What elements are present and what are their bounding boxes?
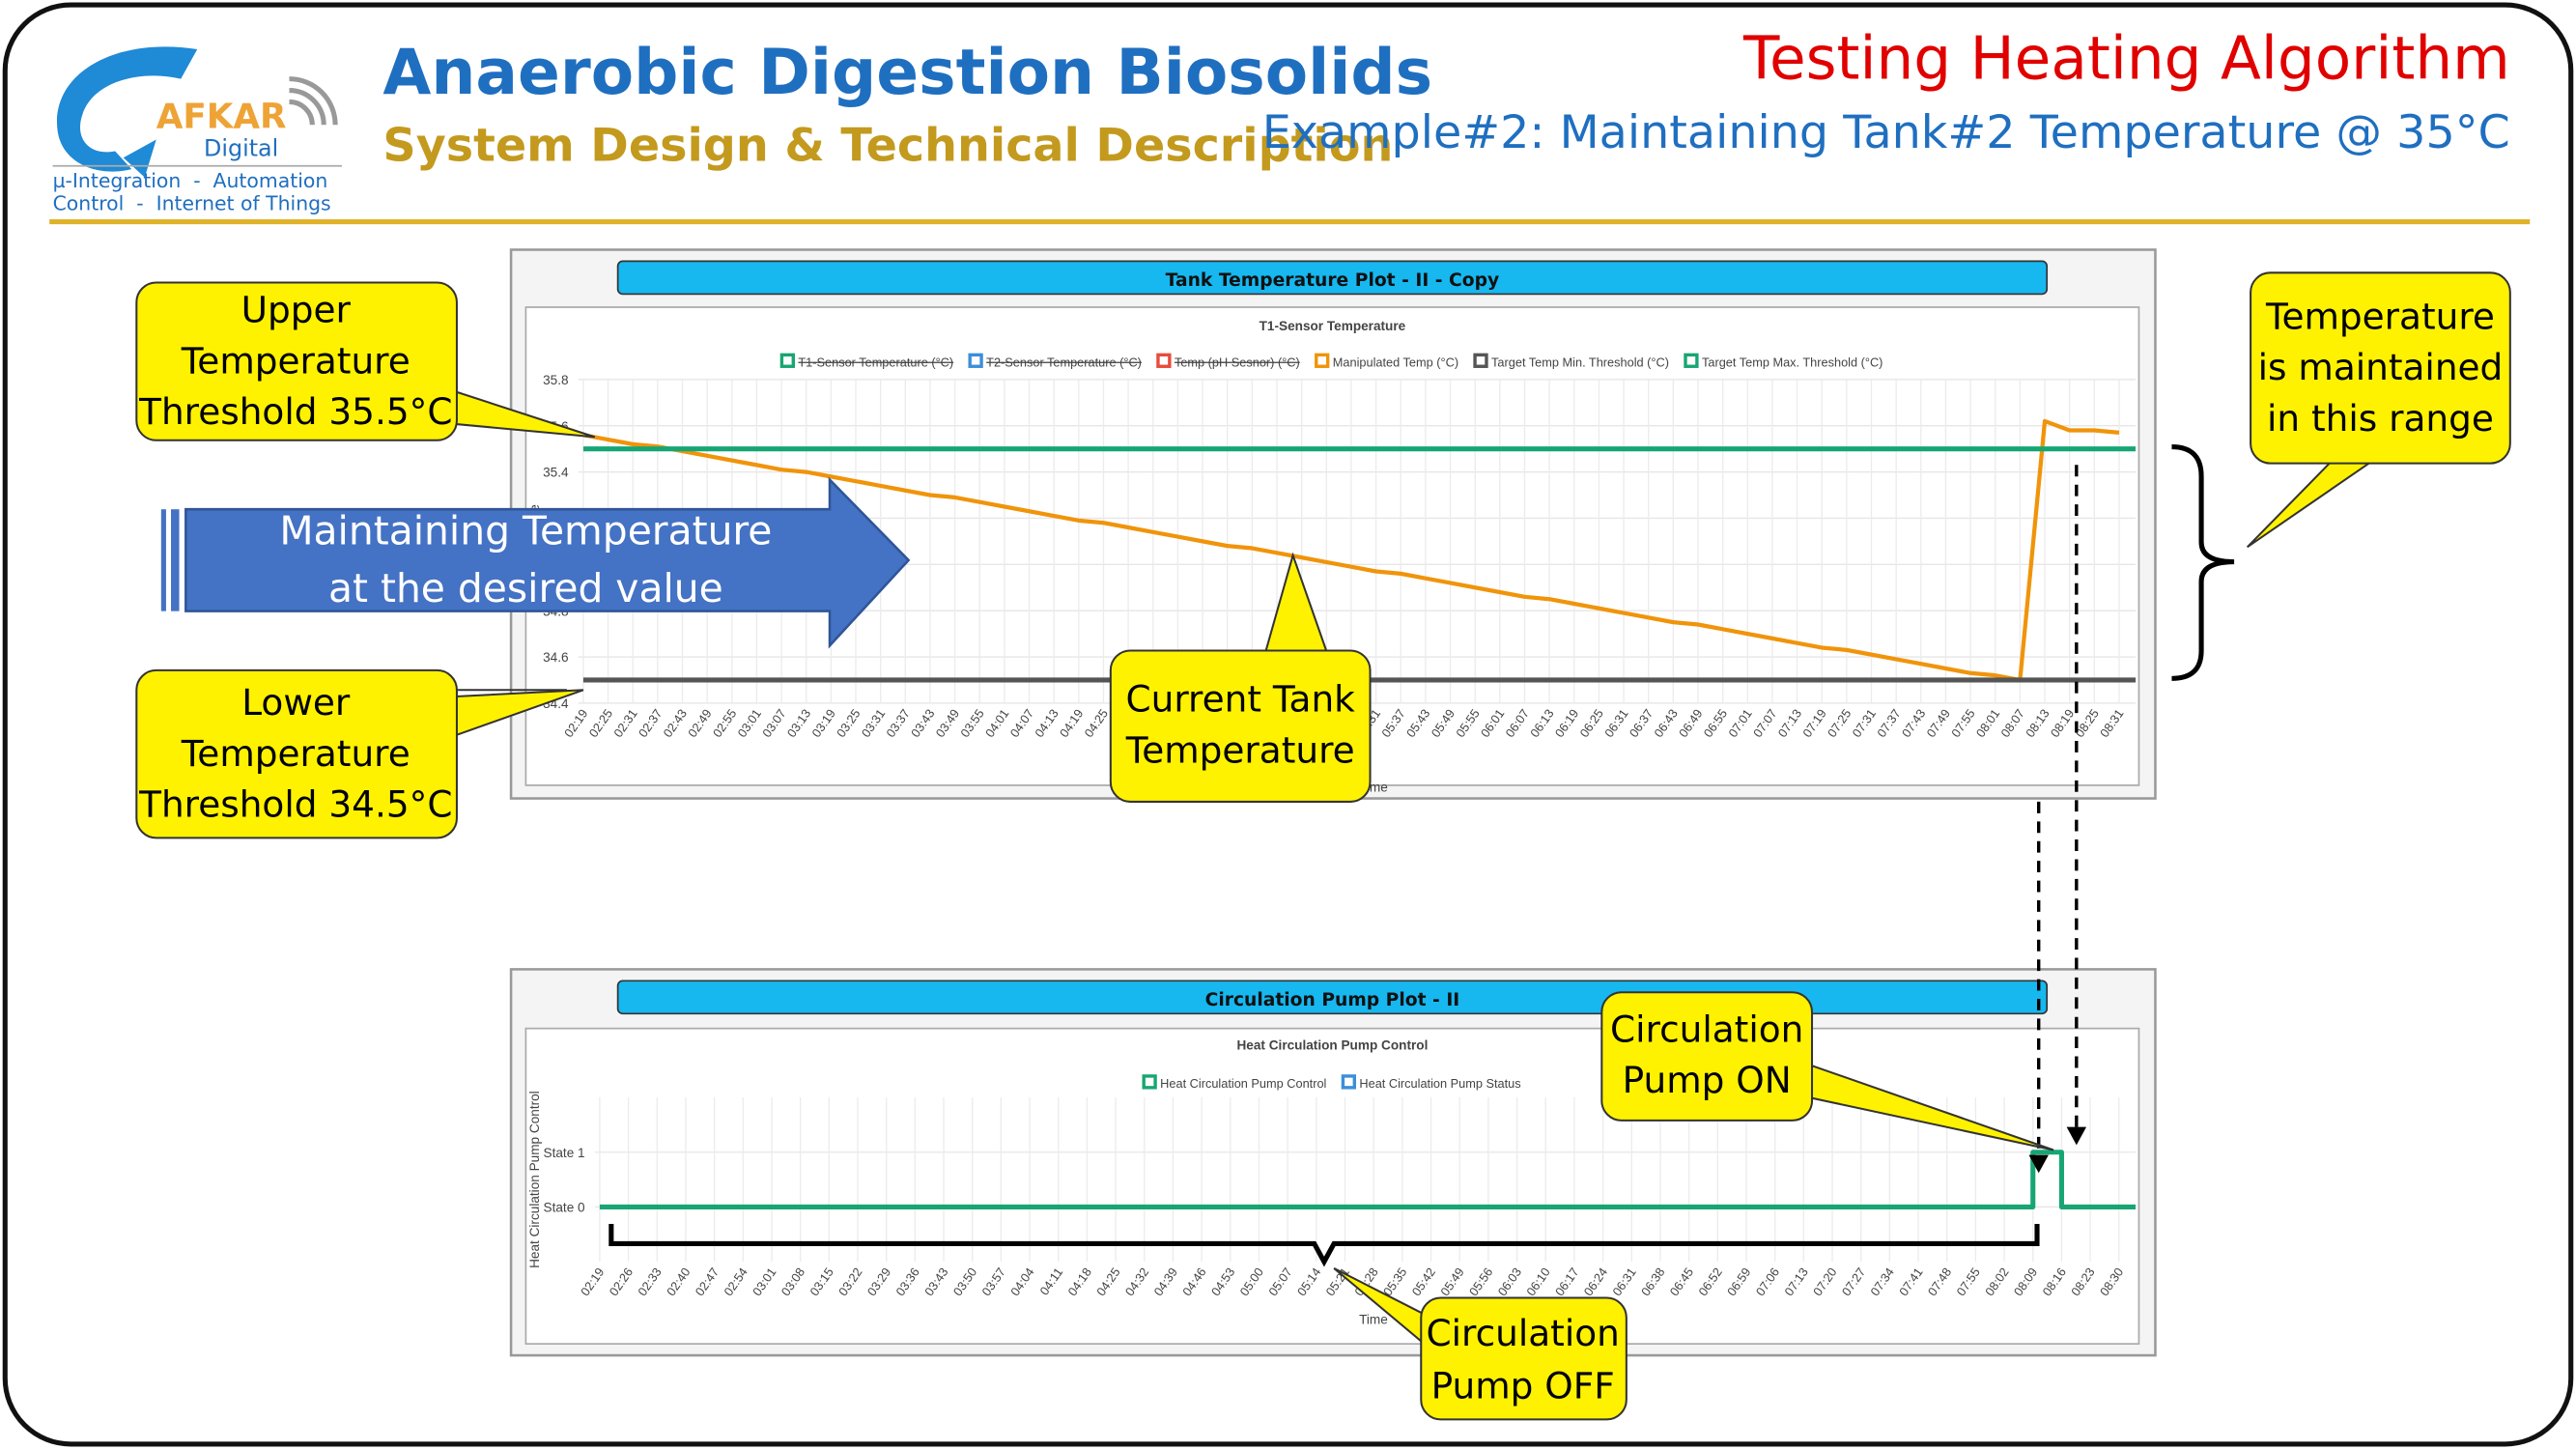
y-tick-label: 35.4 bbox=[543, 466, 569, 480]
legend-label: T1-Sensor Temperature (°C) bbox=[798, 355, 953, 369]
callout-text: Lower bbox=[241, 681, 351, 724]
series-line bbox=[599, 1150, 2137, 1209]
legend-swatch bbox=[779, 353, 795, 368]
callout-text: Current Tank bbox=[1126, 678, 1356, 721]
callout bbox=[1600, 991, 1814, 1122]
arrow-stripe bbox=[171, 509, 180, 611]
legend-swatch bbox=[1473, 353, 1488, 368]
y-axis-label: Heat Circulation Pump Control bbox=[527, 1091, 542, 1268]
panel-title: Tank Temperature Plot - II - Copy bbox=[1166, 270, 1500, 291]
arrow-head bbox=[2028, 1154, 2049, 1174]
annotations: Maintaining Temperature at the desired v… bbox=[135, 271, 2511, 1421]
chart-panel: Circulation Pump Plot - II bbox=[509, 968, 2157, 1357]
panel-title: Circulation Pump Plot - II bbox=[1205, 990, 1460, 1010]
callout-text: Circulation bbox=[1610, 1009, 1803, 1051]
callout-text: is maintained bbox=[2258, 346, 2504, 388]
callout-text: Temperature bbox=[2265, 295, 2495, 337]
logo-name: AFKAR bbox=[156, 98, 287, 137]
chart-title: T1-Sensor Temperature bbox=[1260, 319, 1406, 333]
logo-arrow bbox=[123, 139, 156, 178]
legend-swatch bbox=[1684, 353, 1699, 368]
callout-text: Temperature bbox=[181, 732, 410, 775]
y-tick-label: 35.8 bbox=[543, 373, 568, 387]
arrow-head bbox=[2066, 1126, 2087, 1146]
panel-title-bar bbox=[616, 260, 2049, 296]
legend-label: T2-Sensor Temperature (°C) bbox=[986, 355, 1142, 369]
arrow-text: Maintaining Temperature bbox=[279, 508, 772, 554]
callout bbox=[1420, 1296, 1628, 1421]
legend-swatch bbox=[1315, 353, 1330, 368]
legend-label: Heat Circulation Pump Status bbox=[1359, 1076, 1520, 1091]
example-title: Example#2: Maintaining Tank#2 Temperatur… bbox=[1262, 106, 2510, 159]
legend-swatch bbox=[1142, 1074, 1157, 1090]
callout-text: Pump ON bbox=[1623, 1059, 1792, 1101]
chart-frame bbox=[524, 1027, 2140, 1346]
callout-text: Circulation bbox=[1427, 1312, 1620, 1354]
callout bbox=[2250, 271, 2511, 465]
x-axis-label: Time bbox=[1359, 1313, 1388, 1327]
legend-label: Heat Circulation Pump Control bbox=[1160, 1076, 1326, 1091]
legend-swatch bbox=[1156, 353, 1172, 368]
callout-text: Temperature bbox=[181, 339, 410, 382]
logo-sub: Digital bbox=[204, 135, 278, 162]
series-line bbox=[582, 418, 2120, 683]
y-tick-label: 34.6 bbox=[543, 650, 568, 665]
callout-text: Temperature bbox=[1125, 728, 1355, 771]
callout-text: Upper bbox=[241, 289, 352, 331]
arrow-text: at the desired value bbox=[328, 565, 723, 611]
legend: Heat Circulation Pump Control Heat Circul… bbox=[1142, 1074, 1521, 1091]
callout-text: Threshold 35.5°C bbox=[138, 390, 452, 433]
logo-signal bbox=[289, 76, 338, 126]
callout-text: in this range bbox=[2267, 397, 2494, 440]
legend-label: Temp (pH Sesnor) (°C) bbox=[1175, 355, 1300, 369]
logo-line: µ-Integration - Automation bbox=[53, 169, 328, 192]
big-arrow bbox=[184, 476, 911, 649]
chart-title: Heat Circulation Pump Control bbox=[1236, 1038, 1428, 1053]
callout bbox=[135, 668, 458, 839]
slide-subtitle: System Design & Technical Description bbox=[382, 120, 1393, 173]
section-title: Testing Heating Algorithm bbox=[1742, 25, 2510, 94]
slide-title: Anaerobic Digestion Biosolids bbox=[382, 37, 1432, 109]
legend-swatch bbox=[1341, 1074, 1357, 1090]
callout bbox=[135, 281, 458, 441]
legend-label: Target Temp Max. Threshold (°C) bbox=[1702, 355, 1882, 369]
logo-swoosh bbox=[56, 46, 198, 172]
logo: AFKAR Digital µ-Integration - Automation… bbox=[52, 46, 342, 215]
off-brace bbox=[609, 1224, 2040, 1267]
logo-line: Control - Internet of Things bbox=[53, 192, 331, 215]
callout bbox=[1109, 649, 1372, 803]
y-tick-label: State 1 bbox=[544, 1146, 585, 1160]
legend-label: Target Temp Min. Threshold (°C) bbox=[1491, 355, 1669, 369]
legend: T1-Sensor Temperature (°C) T2-Sensor Temp… bbox=[779, 353, 1882, 369]
arrow-stripe bbox=[160, 509, 166, 611]
callout-text: Threshold 34.5°C bbox=[138, 783, 452, 826]
legend-swatch bbox=[968, 353, 983, 368]
legend-label: Manipulated Temp (°C) bbox=[1333, 355, 1458, 369]
callout-text: Pump OFF bbox=[1431, 1365, 1615, 1407]
y-tick-label: State 0 bbox=[544, 1201, 586, 1215]
range-brace bbox=[2171, 444, 2235, 681]
